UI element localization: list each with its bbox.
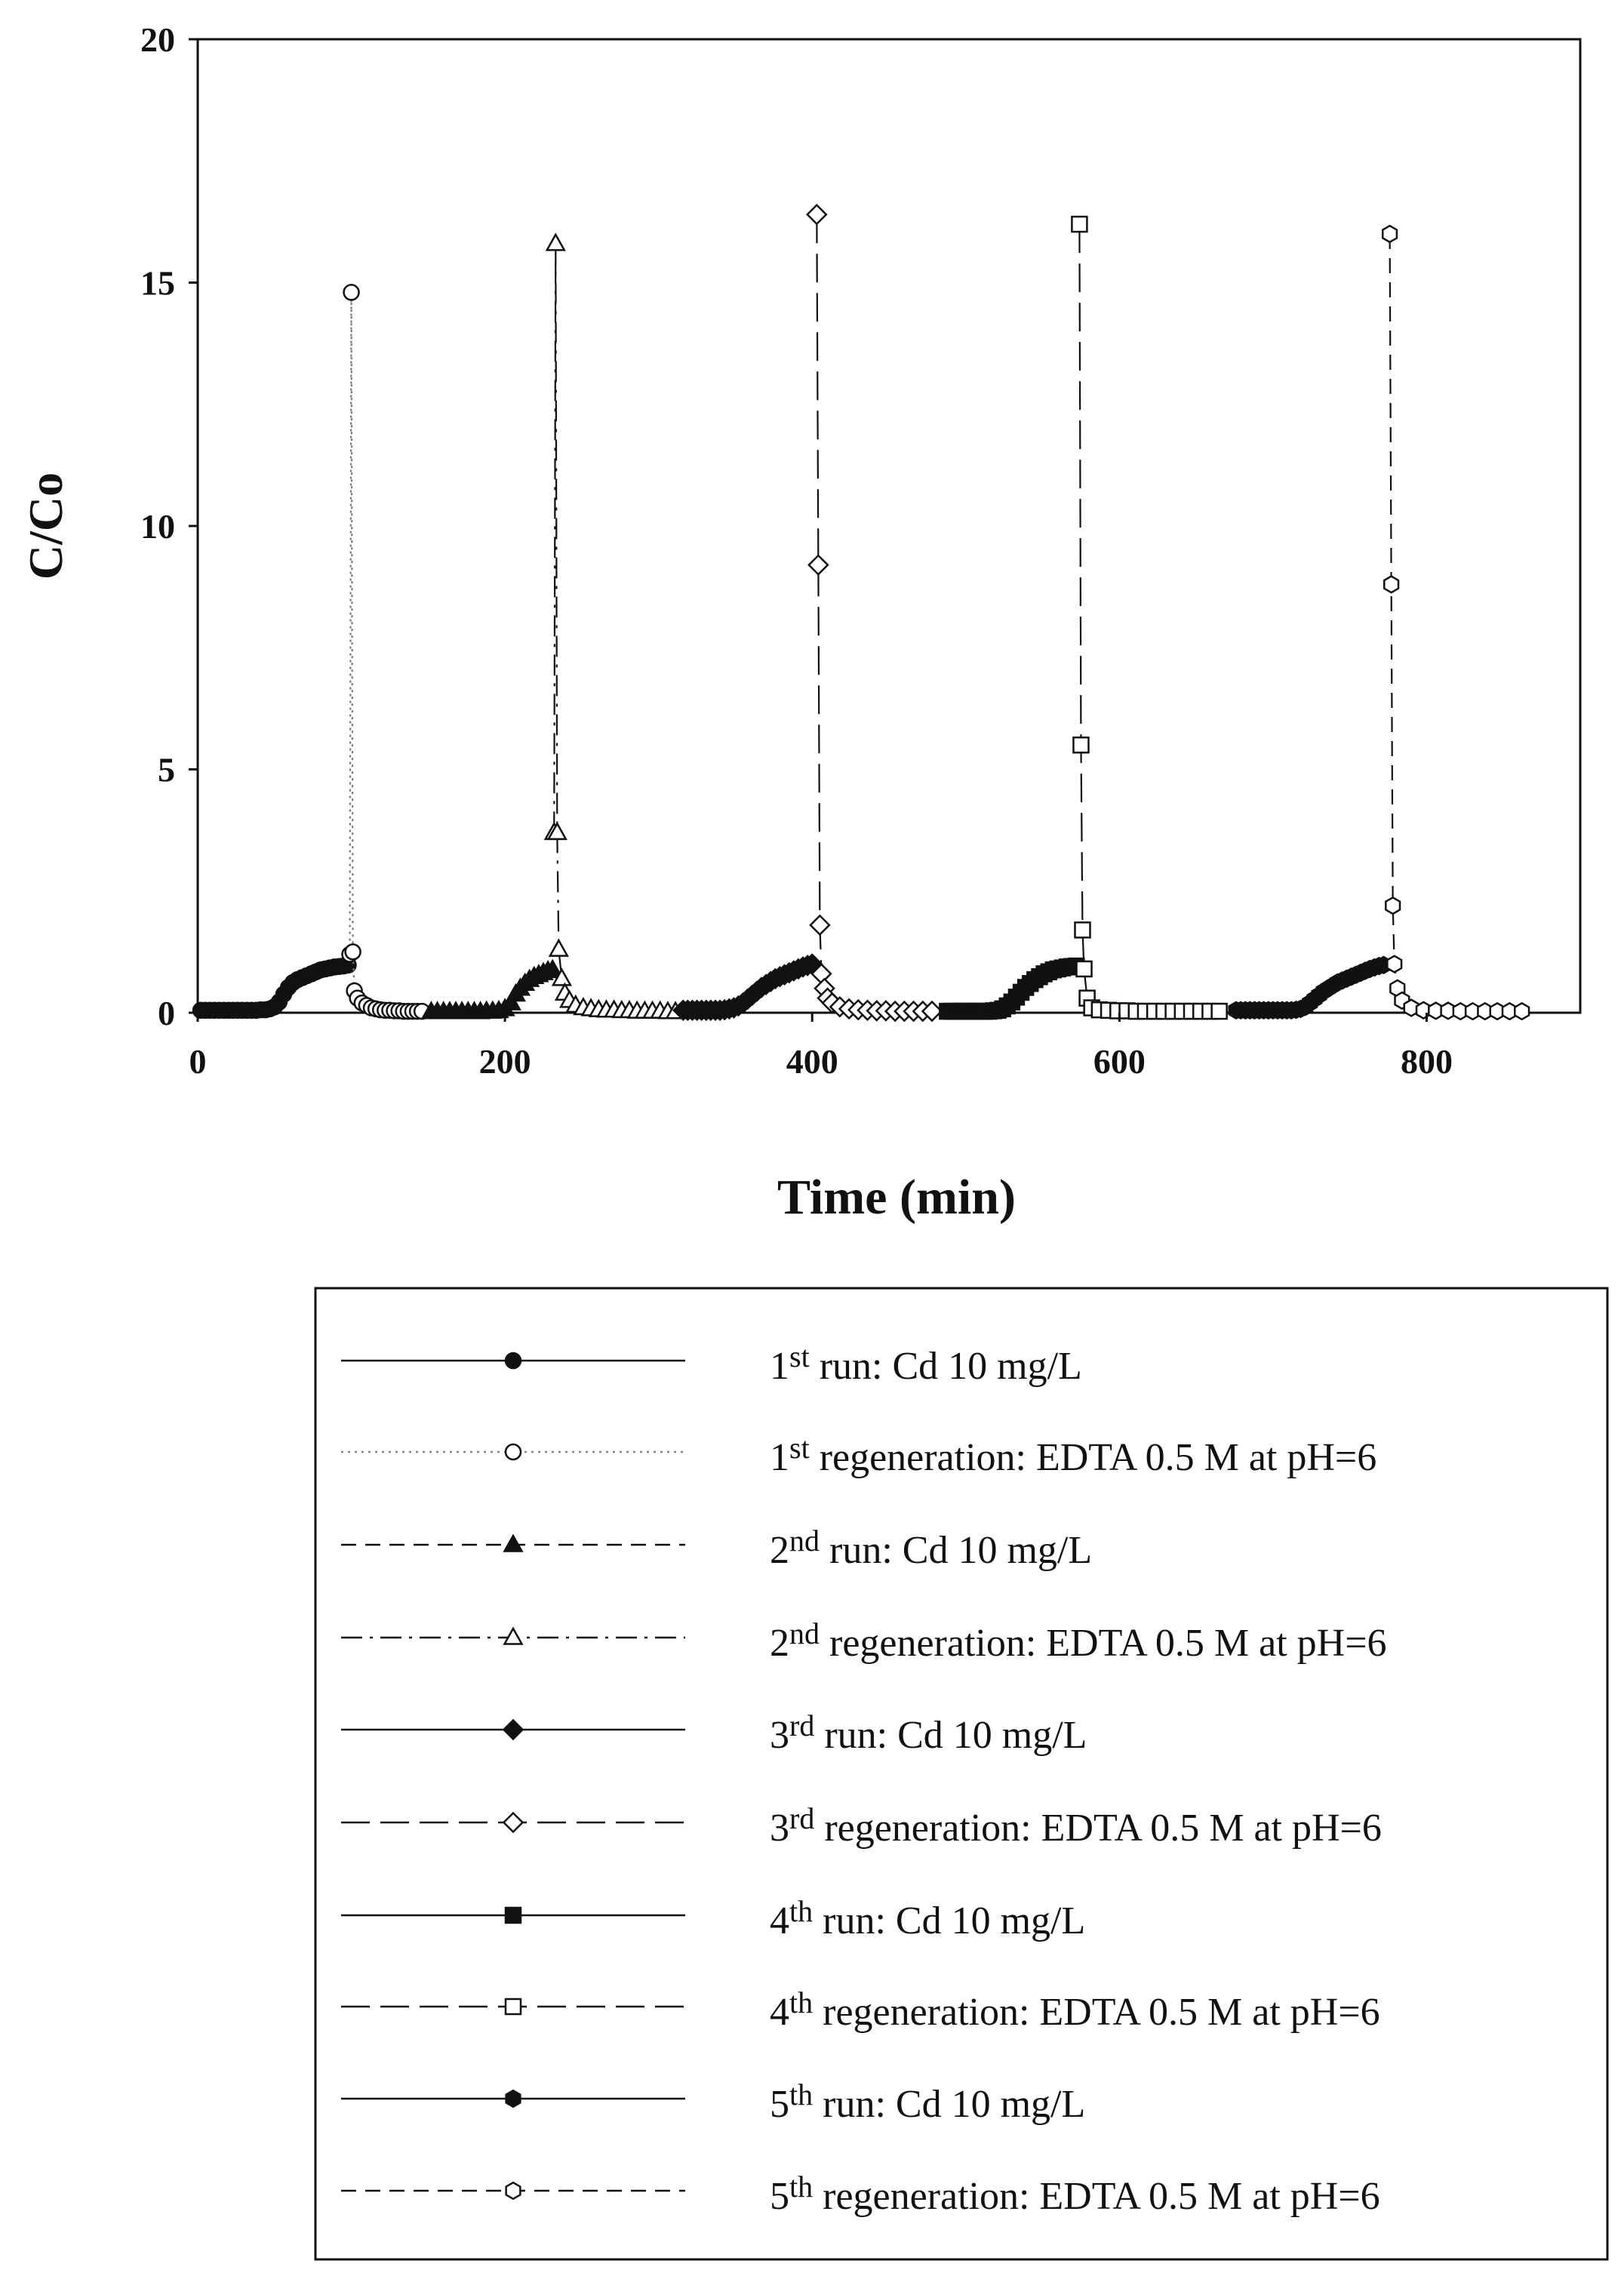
data-point xyxy=(1074,921,1091,939)
legend: 1st run: Cd 10 mg/L 1st regeneration: EDT… xyxy=(341,1339,1387,2218)
x-tick-label: 200 xyxy=(479,1042,531,1081)
series-4 xyxy=(543,232,686,1020)
legend-item-2: 1st regeneration: EDTA 0.5 M at pH=6 xyxy=(341,1431,1376,1479)
data-point xyxy=(548,938,569,957)
axis-layer: 0 200 400 600 800 0 5 10 15 20 xyxy=(140,20,1453,1081)
y-tick-label: 15 xyxy=(140,264,175,303)
data-point xyxy=(1386,955,1403,973)
legend-label: 3rd regeneration: EDTA 0.5 M at pH=6 xyxy=(770,1801,1382,1850)
series-3 xyxy=(420,958,563,1020)
legend-label: 5th run: Cd 10 mg/L xyxy=(770,2078,1085,2126)
y-tick-label: 5 xyxy=(158,751,175,789)
legend-item-5: 3rd run: Cd 10 mg/L xyxy=(341,1709,1087,1757)
legend-item-9: 5th run: Cd 10 mg/L xyxy=(341,2078,1085,2126)
data-point xyxy=(807,554,829,576)
data-point xyxy=(500,992,521,1010)
data-point xyxy=(1514,1001,1530,1021)
series-line xyxy=(349,292,423,1013)
y-axis-title: C/Co xyxy=(19,472,72,580)
data-point xyxy=(343,284,360,301)
data-point xyxy=(1071,215,1088,233)
data-point xyxy=(806,203,828,226)
legend-label: 5th regeneration: EDTA 0.5 M at pH=6 xyxy=(770,2170,1380,2218)
series-5 xyxy=(672,953,823,1022)
data-point xyxy=(551,967,573,986)
series-line xyxy=(1389,233,1522,1013)
data-point xyxy=(1403,998,1419,1017)
legend-marker xyxy=(505,2089,521,2108)
legend-item-3: 2nd run: Cd 10 mg/L xyxy=(341,1524,1092,1572)
series-line xyxy=(816,214,932,1013)
series-line xyxy=(1078,224,1220,1013)
series-8 xyxy=(1071,215,1228,1020)
x-tick-label: 600 xyxy=(1093,1042,1146,1081)
data-point xyxy=(546,821,567,841)
data-point xyxy=(1381,224,1398,244)
series-line xyxy=(553,243,676,1013)
legend-label: 1st run: Cd 10 mg/L xyxy=(770,1339,1082,1388)
data-point xyxy=(1072,737,1090,754)
series-10 xyxy=(1381,224,1530,1021)
legend-marker xyxy=(504,1352,522,1370)
data-point xyxy=(1210,1002,1228,1020)
legend-marker xyxy=(502,1811,524,1834)
legend-item-10: 5th regeneration: EDTA 0.5 M at pH=6 xyxy=(341,2170,1380,2218)
legend-box xyxy=(314,1287,1609,2261)
data-point xyxy=(542,958,563,977)
legend-marker xyxy=(504,1906,522,1924)
data-point xyxy=(1385,896,1401,915)
y-tick-label: 20 xyxy=(140,20,175,59)
legend-item-7: 4th run: Cd 10 mg/L xyxy=(341,1894,1085,1942)
x-tick-label: 800 xyxy=(1401,1042,1453,1081)
legend-marker xyxy=(503,1533,524,1552)
series-7 xyxy=(939,957,1085,1020)
plot-frame xyxy=(196,38,1582,1014)
series-layer xyxy=(192,203,1530,1023)
data-point xyxy=(921,1000,943,1023)
legend-item-1: 1st run: Cd 10 mg/L xyxy=(341,1339,1082,1388)
y-tick-label: 0 xyxy=(158,994,175,1032)
data-point xyxy=(1075,960,1093,978)
data-point xyxy=(545,232,566,251)
x-axis-title: Time (min) xyxy=(777,1170,1016,1225)
x-tick-label: 0 xyxy=(189,1042,207,1081)
legend-marker xyxy=(504,1443,522,1461)
legend-label: 4th regeneration: EDTA 0.5 M at pH=6 xyxy=(770,1985,1380,2034)
series-6 xyxy=(806,203,943,1023)
legend-marker xyxy=(503,1626,524,1645)
legend-label: 3rd run: Cd 10 mg/L xyxy=(770,1709,1087,1757)
legend-item-4: 2nd regeneration: EDTA 0.5 M at pH=6 xyxy=(341,1616,1387,1665)
data-point xyxy=(1383,575,1400,594)
legend-marker xyxy=(502,1718,524,1741)
legend-marker xyxy=(505,2181,521,2201)
legend-label: 1st regeneration: EDTA 0.5 M at pH=6 xyxy=(770,1431,1376,1479)
legend-item-6: 3rd regeneration: EDTA 0.5 M at pH=6 xyxy=(341,1801,1382,1850)
series-1 xyxy=(192,956,357,1020)
data-point xyxy=(344,943,361,961)
x-tick-label: 400 xyxy=(786,1042,838,1081)
legend-marker xyxy=(504,1998,522,2016)
y-tick-label: 10 xyxy=(140,507,175,546)
legend-label: 2nd run: Cd 10 mg/L xyxy=(770,1524,1092,1572)
legend-item-8: 4th regeneration: EDTA 0.5 M at pH=6 xyxy=(341,1985,1380,2034)
data-point xyxy=(809,914,831,937)
series-2 xyxy=(341,284,431,1020)
series-9 xyxy=(1228,955,1392,1020)
legend-label: 4th run: Cd 10 mg/L xyxy=(770,1894,1085,1942)
legend-label: 2nd regeneration: EDTA 0.5 M at pH=6 xyxy=(770,1616,1387,1665)
